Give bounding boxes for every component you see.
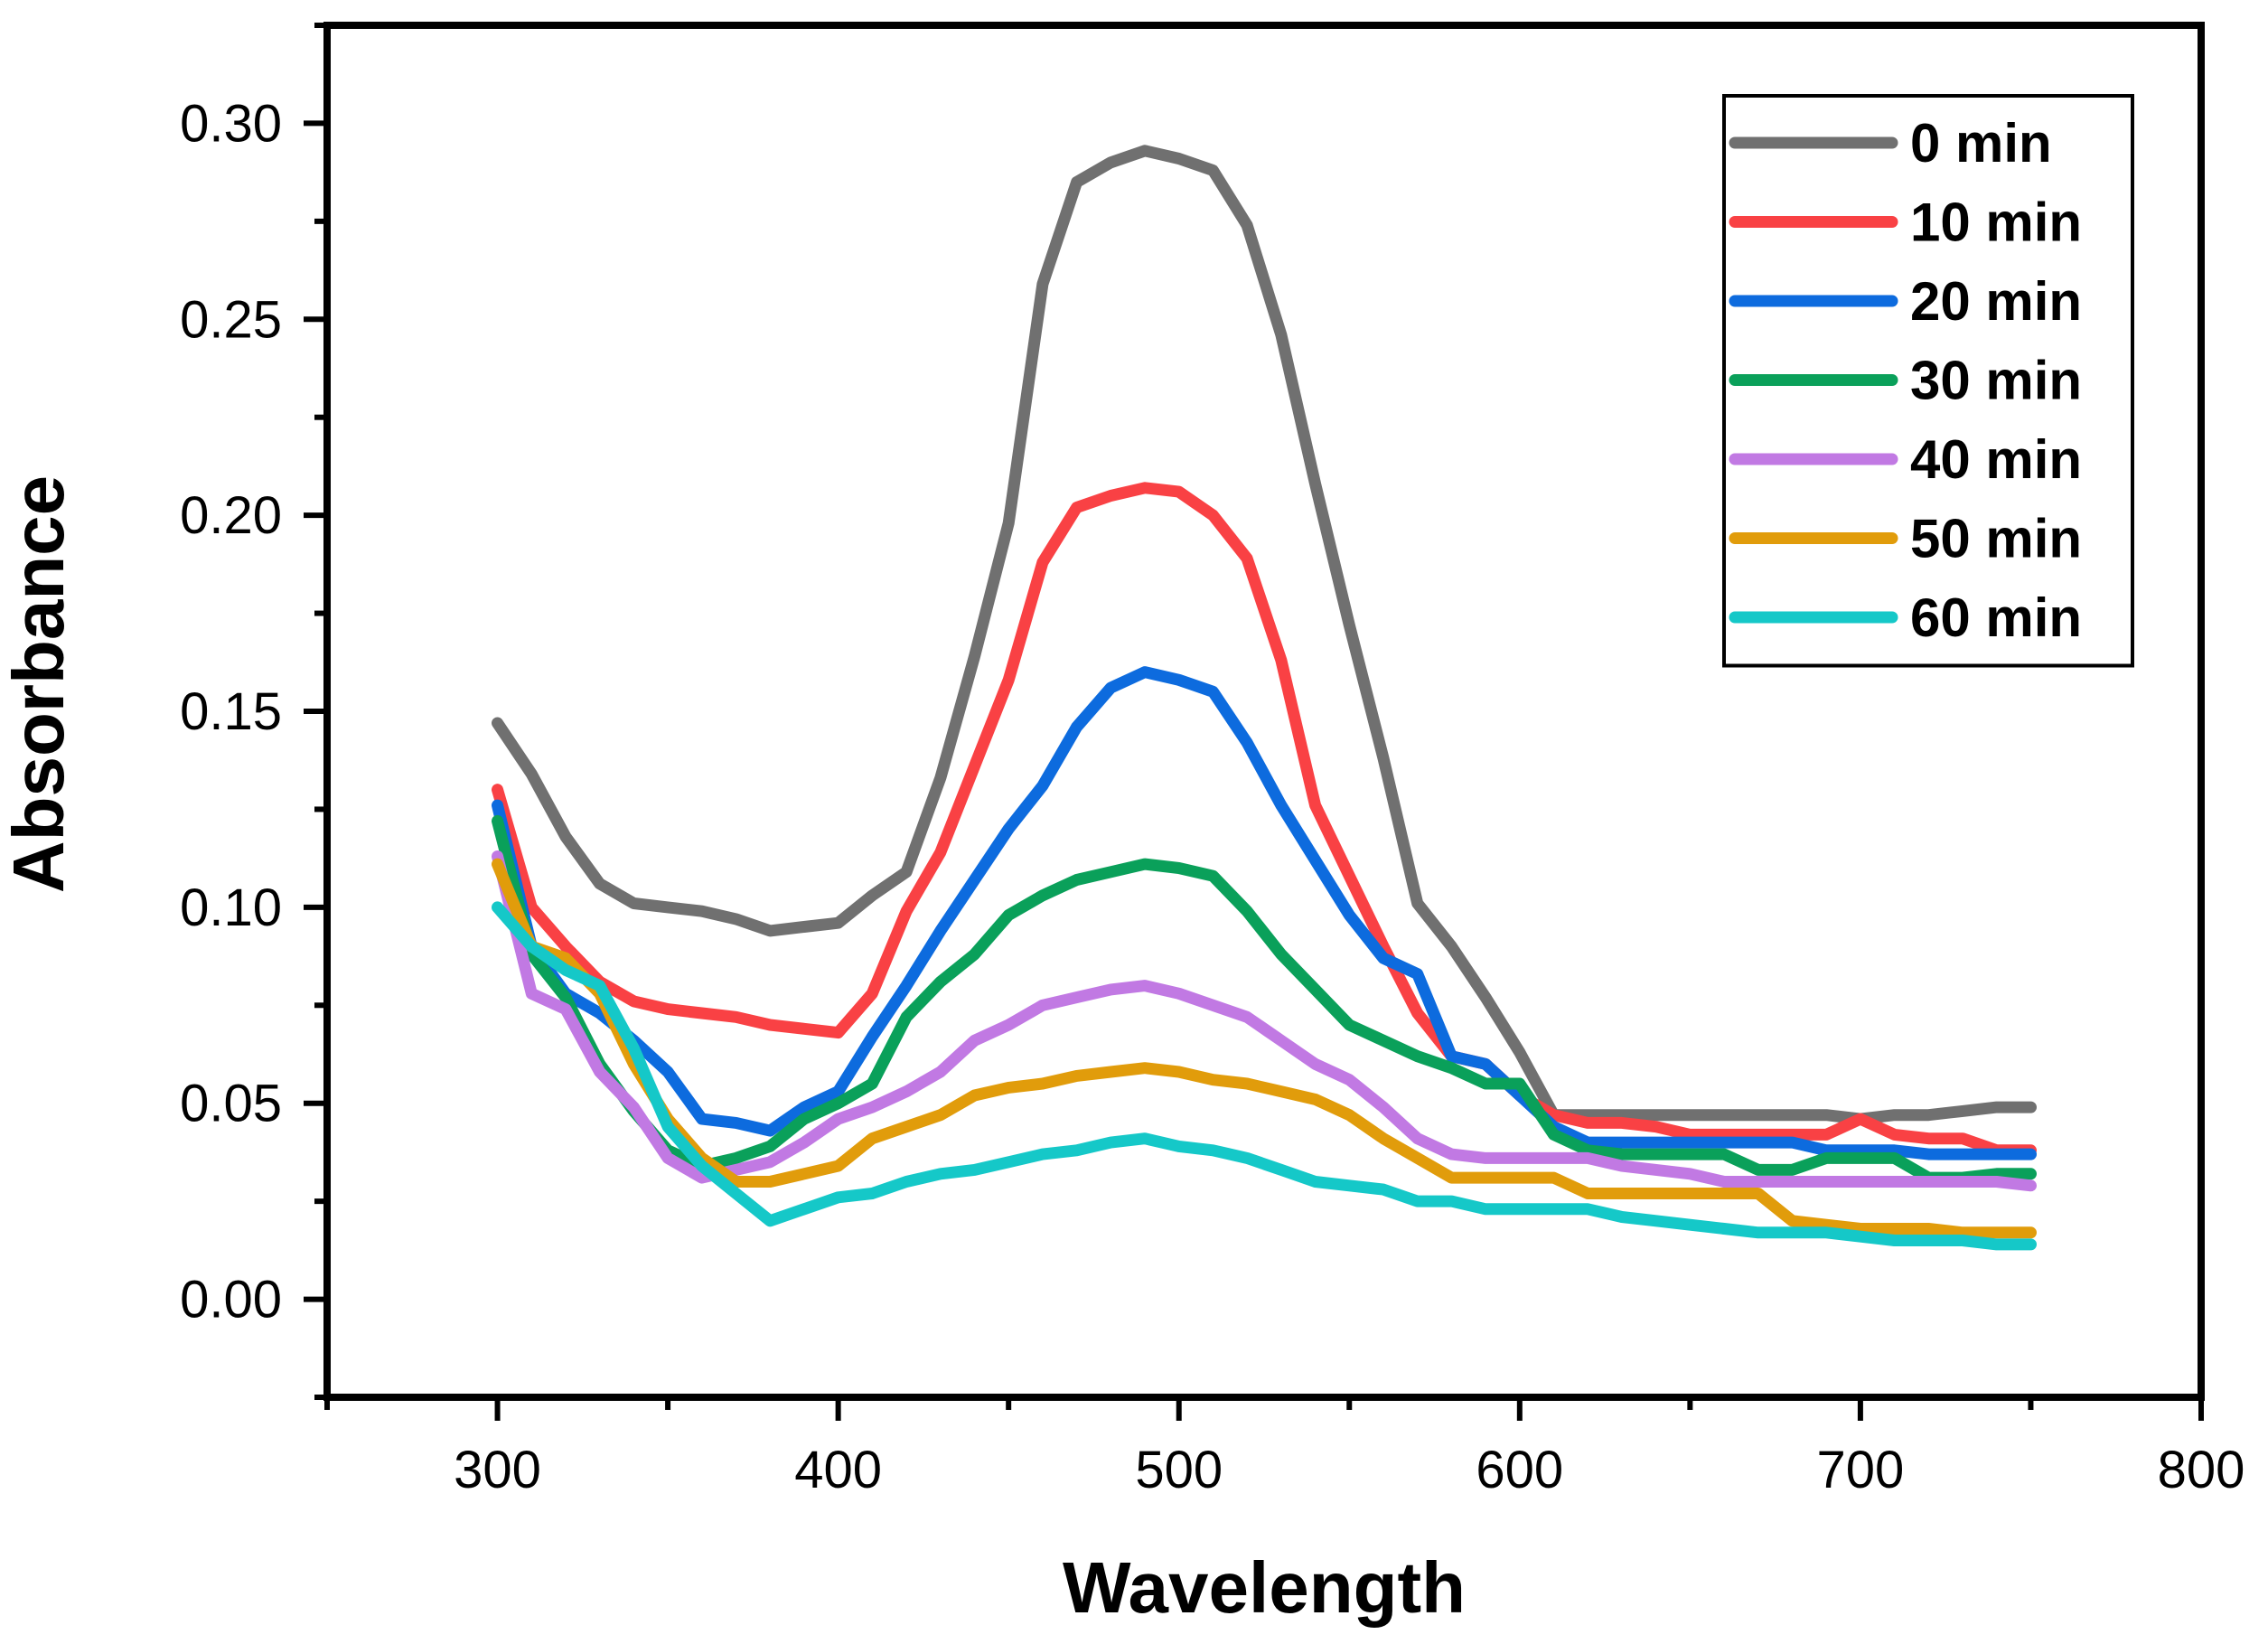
y-tick-label: 0.20	[180, 486, 282, 545]
y-tick-label: 0.10	[180, 878, 282, 937]
legend: 0 min 10 min 20 min 30 min 40 min 50 min 60 mi…	[1722, 94, 2134, 668]
series-line-20-min	[492, 666, 2037, 1160]
y-axis-title: Absorbance	[0, 475, 79, 893]
series-line-60-min	[492, 901, 2037, 1251]
legend-label: 0 min	[1910, 113, 2052, 174]
series-line-30-min	[492, 814, 2037, 1184]
x-tick-label: 600	[1476, 1441, 1563, 1499]
legend-label: 10 min	[1910, 193, 2082, 253]
x-tick-label: 500	[1135, 1441, 1223, 1499]
series-line-10-min	[492, 482, 2037, 1157]
series-line-50-min	[492, 858, 2037, 1239]
series-line-0-min	[492, 145, 2037, 1125]
x-tick-label: 400	[794, 1441, 882, 1499]
legend-label: 60 min	[1910, 587, 2082, 648]
x-tick-label: 300	[454, 1441, 541, 1499]
y-tick-label: 0.30	[180, 94, 282, 153]
x-axis-title: Wavelength	[1063, 1547, 1466, 1628]
x-axis: 300 400 500 600 700 800	[324, 1397, 2245, 1499]
legend-label: 40 min	[1910, 429, 2082, 490]
series-layer	[492, 145, 2037, 1251]
legend-label: 50 min	[1910, 509, 2082, 569]
legend-label: 30 min	[1910, 351, 2082, 411]
x-tick-label: 700	[1817, 1441, 1905, 1499]
y-tick-label: 0.00	[180, 1271, 282, 1329]
legend-label: 20 min	[1910, 271, 2082, 332]
y-axis: 0.00 0.05 0.10 0.15 0.20 0.25 0.30	[180, 23, 327, 1400]
series-line-40-min	[492, 850, 2037, 1192]
y-tick-label: 0.25	[180, 290, 282, 349]
y-tick-label: 0.15	[180, 682, 282, 741]
y-tick-label: 0.05	[180, 1075, 282, 1133]
x-tick-label: 800	[2158, 1441, 2245, 1499]
